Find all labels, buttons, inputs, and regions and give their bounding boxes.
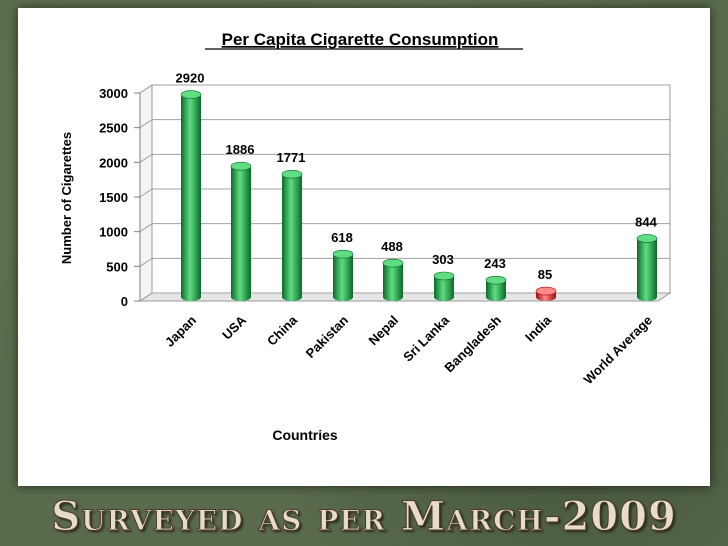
bar-top — [281, 169, 303, 179]
bar-body — [434, 275, 454, 301]
bar — [636, 234, 658, 301]
gridline — [139, 84, 670, 94]
bar-top — [636, 234, 658, 243]
x-tick-label: Pakistan — [303, 312, 351, 360]
bar-value-label: 1886 — [226, 142, 255, 157]
y-tick-label: 1000 — [99, 225, 128, 240]
bar-value-label: 85 — [538, 267, 552, 282]
bar-top — [382, 258, 404, 268]
x-axis-label: Countries — [272, 427, 338, 443]
bar — [230, 161, 252, 301]
bar — [433, 271, 455, 301]
bar-top — [485, 275, 507, 285]
bar-top — [332, 249, 354, 259]
bar-top — [180, 90, 202, 99]
bar-top — [230, 161, 252, 171]
grid-layer — [138, 84, 672, 302]
y-tick-label: 500 — [106, 259, 128, 274]
y-axis-label: Number of Cigarettes — [59, 132, 74, 264]
plot-floor — [138, 292, 672, 302]
y-tick-label: 0 — [121, 294, 128, 309]
x-tick-label: World Average — [580, 313, 655, 388]
bar-value-label: 488 — [381, 239, 403, 254]
gridline — [139, 257, 670, 267]
bar-body — [637, 238, 657, 301]
bar-value-label: 303 — [432, 252, 454, 267]
bar-body — [231, 166, 251, 301]
bar-body — [383, 263, 403, 301]
bar — [180, 90, 202, 302]
gridline — [139, 223, 670, 233]
bar-body — [486, 280, 506, 301]
bar — [485, 275, 507, 301]
bar — [332, 249, 354, 301]
y-tick-label: 2000 — [99, 155, 128, 170]
gridline — [139, 153, 670, 163]
x-tick-label: Japan — [162, 312, 199, 349]
bar-value-label: 2920 — [176, 71, 205, 86]
y-tick-label: 1500 — [99, 190, 128, 205]
bar-layer — [180, 90, 658, 302]
x-tick-label: USA — [219, 312, 249, 342]
y-tick-label: 2500 — [99, 121, 128, 136]
bar-value-label: 844 — [635, 214, 657, 229]
bar-body — [282, 174, 302, 301]
x-tick-label: India — [522, 312, 555, 345]
bar — [281, 169, 303, 301]
bar-body — [181, 94, 201, 302]
banner-text: Surveyed as per March-2009 — [51, 492, 677, 540]
bar-chart: 0 500 1000 1500 2000 2500 3000 2920 Japan 1886 US… — [59, 30, 672, 443]
footer-banner: Surveyed as per March-2009 — [0, 486, 728, 546]
bar-top — [535, 286, 557, 296]
axis-layer: 0 500 1000 1500 2000 2500 3000 — [99, 86, 141, 309]
x-tick-label: Nepal — [365, 313, 401, 349]
chart-title: Per Capita Cigarette Consumption — [222, 30, 499, 49]
x-tick-label: China — [264, 312, 301, 349]
x-tick-label: Sri Lanka — [400, 312, 453, 365]
bar-top — [433, 271, 455, 281]
bar-value-label: 1771 — [277, 150, 306, 165]
y-tick-label: 3000 — [99, 86, 128, 101]
gridline — [139, 119, 670, 129]
bar-body — [333, 254, 353, 301]
gridline — [139, 188, 670, 198]
chart-panel: 0 500 1000 1500 2000 2500 3000 2920 Japan 1886 US… — [18, 8, 710, 486]
bar — [535, 286, 557, 301]
bar-value-label: 243 — [484, 256, 506, 271]
bar-value-label: 618 — [331, 230, 353, 245]
bar — [382, 258, 404, 301]
